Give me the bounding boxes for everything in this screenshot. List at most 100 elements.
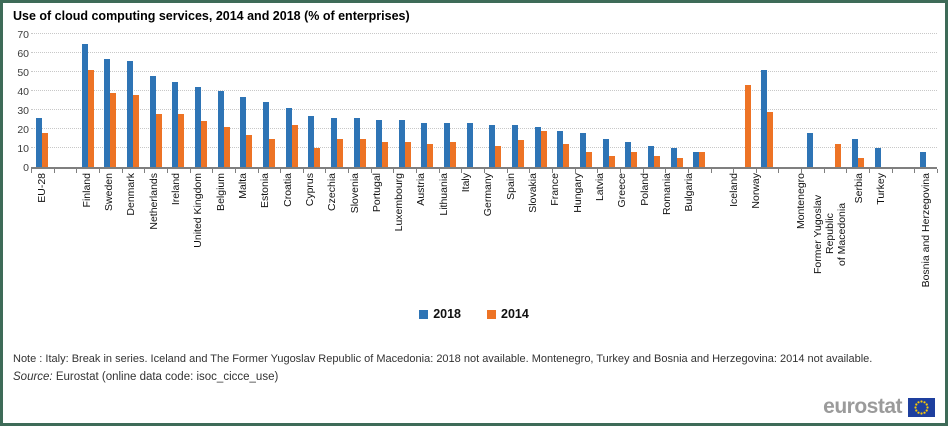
bar-pair <box>919 151 932 167</box>
x-axis-tick <box>755 169 757 173</box>
y-tick-label-30: 30 <box>17 105 29 117</box>
bar-2018-portugal <box>376 119 383 167</box>
x-label-lithuania: Lithuania <box>437 173 450 216</box>
bar-2018-austria <box>421 123 428 167</box>
bar-pair <box>534 127 547 167</box>
x-label-slot: Slovenia <box>343 173 365 295</box>
bar-2014-sweden <box>110 92 117 167</box>
bar-pair <box>466 123 479 167</box>
bar-group-sweden <box>99 36 122 167</box>
bar-2018-belgium <box>217 91 224 167</box>
bar-2014-cyprus <box>314 148 321 167</box>
bar-2018-serbia <box>851 138 858 167</box>
bar-2014-poland <box>654 155 661 167</box>
bar-group-malta <box>235 36 258 167</box>
x-axis-tick <box>144 169 146 173</box>
x-axis-tick <box>619 169 621 173</box>
bar-group-cyprus <box>303 36 326 167</box>
bar-pair <box>172 81 185 167</box>
bar-2018-estonia <box>262 102 269 167</box>
x-label-slot: Bosnia and Herzegovina <box>915 173 937 295</box>
x-label-slot: Bulgaria <box>678 173 700 295</box>
x-axis-tick <box>438 169 440 173</box>
bar-2014-estonia <box>268 138 275 167</box>
x-label-hungary: Hungary <box>571 173 584 213</box>
bar-group-france <box>552 36 575 167</box>
x-label-slot: Malta <box>232 173 254 295</box>
x-axis-tick <box>687 169 689 173</box>
x-axis-tick <box>778 169 780 173</box>
x-label-serbia: Serbia <box>853 173 866 204</box>
x-label-slot: Spain <box>500 173 522 295</box>
x-axis-tick <box>891 169 893 173</box>
y-tick-label-40: 40 <box>17 86 29 98</box>
x-axis-tick <box>121 169 123 173</box>
plot-area <box>31 33 938 173</box>
bar-2018-croatia <box>285 108 292 167</box>
x-axis-tick <box>348 169 350 173</box>
bar-pair <box>851 138 864 167</box>
x-label-slot: Norway <box>745 173 767 295</box>
bar-pair <box>580 132 593 167</box>
x-axis-tick <box>914 169 916 173</box>
x-label-slot: Serbia <box>848 173 870 295</box>
bar-group-portugal <box>371 36 394 167</box>
bar-2014-united-kingdom <box>200 121 207 167</box>
x-label-slot: Greece <box>611 173 633 295</box>
bar-2018-united-kingdom <box>194 87 201 167</box>
x-label-germany: Germany <box>482 173 495 217</box>
bar-pair <box>194 87 207 167</box>
bar-2014-malta <box>246 134 253 167</box>
x-label-slot: France <box>544 173 566 295</box>
bar-2014-denmark <box>132 94 139 167</box>
bar-2014-hungary <box>586 151 593 167</box>
x-label-latvia: Latvia <box>593 173 606 202</box>
x-label-denmark: Denmark <box>125 173 138 216</box>
legend-swatch-2014 <box>487 309 496 319</box>
bar-pair <box>36 117 49 167</box>
x-label-croatia: Croatia <box>281 173 294 207</box>
bar-pair <box>693 151 706 167</box>
x-label-slot: Hungary <box>567 173 589 295</box>
bar-group-slovakia <box>529 36 552 167</box>
x-label-slot: Ireland <box>165 173 187 295</box>
bar-group-bosnia-and-herzegovina <box>915 36 938 167</box>
eu-flag-icon <box>908 397 935 417</box>
bar-pair <box>421 123 434 167</box>
legend-item-2014: 2014 <box>487 307 529 321</box>
bar-2014-finland <box>87 70 94 167</box>
bar-2018-netherlands <box>149 75 156 167</box>
spacer-slot <box>892 36 915 167</box>
x-label-czechia: Czechia <box>326 173 339 211</box>
bar-pair <box>648 146 661 167</box>
x-label-montenegro: Montenegro <box>794 173 807 230</box>
x-axis-tick <box>166 169 168 173</box>
x-label-eu-28: EU-28 <box>36 173 49 203</box>
bar-2014-eu-28 <box>42 132 49 167</box>
x-axis-tick <box>461 169 463 173</box>
x-label-bosnia-and-herzegovina: Bosnia and Herzegovina <box>920 173 933 288</box>
x-label-greece: Greece <box>616 173 629 208</box>
bar-2018-malta <box>240 96 247 167</box>
bar-group-eu-28 <box>31 36 54 167</box>
x-label-slot: Poland <box>633 173 655 295</box>
source-text: Source: Eurostat (online data code: isoc… <box>13 371 278 383</box>
bar-2018-turkey <box>874 148 881 167</box>
bar-2014-serbia <box>857 157 864 167</box>
bar-pair <box>806 132 819 167</box>
legend-item-2018: 2018 <box>419 307 461 321</box>
bar-pair <box>761 70 774 167</box>
y-tick-label-70: 70 <box>17 29 29 41</box>
bar-group-finland <box>76 36 99 167</box>
gridline-10 <box>31 147 937 148</box>
x-axis-tick <box>869 169 871 173</box>
x-label-ireland: Ireland <box>170 173 183 206</box>
bar-2018-romania <box>670 148 677 167</box>
eurostat-logo-text: eurostat <box>823 395 902 418</box>
bar-group-estonia <box>258 36 281 167</box>
bar-group-netherlands <box>144 36 167 167</box>
y-tick-label-60: 60 <box>17 48 29 60</box>
bar-pair <box>217 91 230 167</box>
x-label-spain: Spain <box>504 173 517 200</box>
bar-group-austria <box>416 36 439 167</box>
